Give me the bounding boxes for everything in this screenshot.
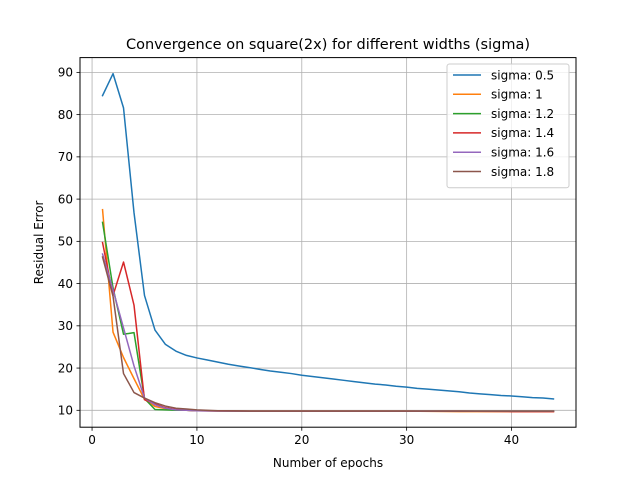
x-tick-label: 20 <box>294 433 309 447</box>
legend-label: sigma: 1.6 <box>491 146 554 160</box>
plot-frame <box>79 57 577 428</box>
y-tick-label: 20 <box>58 361 73 375</box>
y-tick-label: 50 <box>58 235 73 249</box>
chart-title: Convergence on square(2x) for different … <box>126 37 530 53</box>
y-axis-label: Residual Error <box>32 200 46 284</box>
legend: sigma: 0.5 sigma: 1 sigma: 1.2 sigma: 1.4 si… <box>446 63 570 189</box>
y-tick-label: 40 <box>58 277 73 291</box>
x-tick-label: 10 <box>189 433 204 447</box>
legend-label: sigma: 1.2 <box>491 107 554 121</box>
y-tick-label: 60 <box>58 192 73 206</box>
legend-label: sigma: 1.8 <box>491 165 554 179</box>
legend-label: sigma: 0.5 <box>491 68 554 82</box>
legend-label: sigma: 1.4 <box>491 126 554 140</box>
x-tick-label: 0 <box>88 433 96 447</box>
series-line-0 <box>101 72 555 400</box>
y-tick-label: 70 <box>58 150 73 164</box>
y-tick-label: 10 <box>58 404 73 418</box>
axis-ticks: 0 10 20 30 40 10 20 30 40 50 60 70 80 90 <box>58 66 519 448</box>
y-tick-label: 80 <box>58 108 73 122</box>
y-tick-label: 90 <box>58 66 73 80</box>
x-axis-label: Number of epochs <box>273 456 383 470</box>
x-tick-label: 40 <box>504 433 519 447</box>
series-lines <box>101 72 555 413</box>
x-tick-label: 30 <box>399 433 414 447</box>
series-line-5 <box>101 256 555 412</box>
y-tick-label: 30 <box>58 319 73 333</box>
legend-label: sigma: 1 <box>491 88 543 102</box>
grid <box>80 57 576 428</box>
